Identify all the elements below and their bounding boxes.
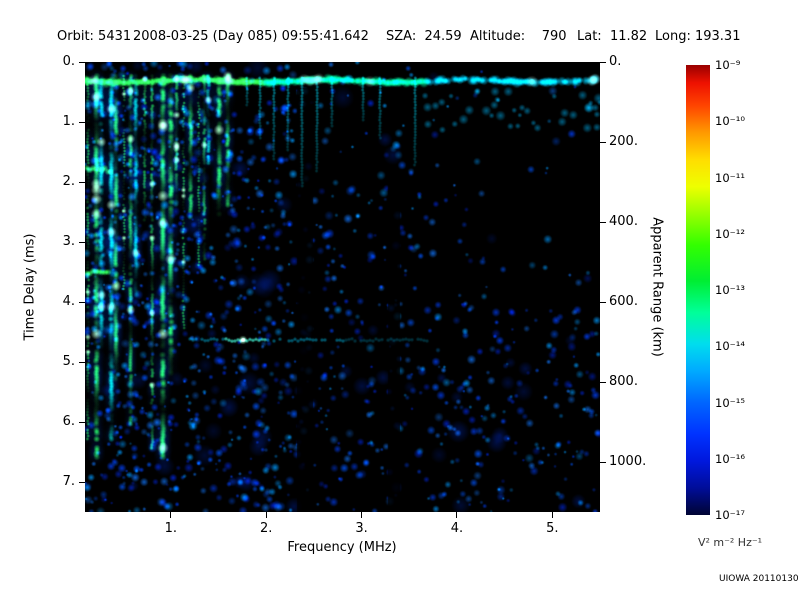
y-tick-label: 2.	[62, 174, 75, 189]
altitude-label: Altitude: 790	[470, 29, 567, 44]
y-tick	[79, 421, 85, 423]
y-tick	[79, 121, 85, 123]
colorbar-tick-label: 10⁻¹¹	[715, 170, 745, 185]
colorbar-tick-label: 10⁻¹⁵	[715, 395, 745, 410]
right-tick-label: 200.	[609, 134, 638, 149]
y-tick-label: 5.	[62, 354, 75, 369]
x-tick-label: 4.	[450, 521, 464, 536]
y-axis-title: Time Delay (ms)	[22, 233, 38, 341]
y-tick	[79, 361, 85, 363]
right-tick	[600, 221, 606, 223]
right-tick	[600, 61, 606, 63]
x-tick	[265, 512, 267, 518]
x-tick	[170, 512, 172, 518]
spectrogram-canvas	[85, 62, 600, 512]
colorbar-tick-label: 10⁻¹³	[715, 283, 745, 297]
x-tick	[361, 512, 363, 518]
colorbar-tick-label: 10⁻¹⁰	[715, 114, 745, 129]
sza-label: SZA: 24.59	[386, 29, 462, 44]
y-tick-label: 1.	[62, 114, 75, 129]
right-tick	[600, 461, 606, 463]
y-tick	[79, 181, 85, 183]
y-tick	[79, 241, 85, 243]
right-tick	[600, 301, 606, 303]
colorbar	[686, 65, 710, 515]
credit-label: UIOWA 20110130	[719, 574, 799, 584]
x-tick-label: 1.	[164, 521, 178, 536]
right-axis-title: Apparent Range (km)	[649, 217, 665, 357]
y-tick-label: 7.	[62, 474, 75, 489]
y-tick-label: 6.	[62, 414, 75, 429]
y-tick-label: 4.	[62, 294, 75, 309]
right-tick-label: 600.	[609, 294, 638, 309]
right-tick	[600, 141, 606, 143]
x-tick	[551, 512, 553, 518]
y-tick-label: 3.	[62, 234, 75, 249]
right-tick-label: 800.	[609, 374, 638, 389]
colorbar-tick-label: 10⁻¹⁷	[715, 508, 745, 522]
right-tick-label: 0.	[609, 54, 622, 69]
colorbar-units-label: V² m⁻² Hz⁻¹	[697, 536, 763, 549]
x-axis-title: Frequency (MHz)	[287, 540, 397, 555]
y-tick-label: 0.	[62, 54, 75, 69]
x-tick-label: 3.	[355, 521, 368, 536]
colorbar-tick-label: 10⁻¹⁴	[715, 339, 745, 354]
colorbar-tick-label: 10⁻¹²	[715, 226, 745, 241]
colorbar-tick-label: 10⁻¹⁶	[715, 451, 745, 466]
x-tick-label: 5.	[546, 521, 559, 536]
y-tick	[79, 301, 85, 303]
orbit-label: Orbit: 5431	[57, 29, 132, 44]
right-tick-label: 1000.	[609, 454, 647, 469]
datetime-label: 2008-03-25 (Day 085) 09:55:41.642	[133, 29, 369, 44]
x-tick	[456, 512, 458, 518]
lat-label: Lat: 11.82	[577, 29, 648, 44]
long-label: Long: 193.31	[655, 29, 741, 44]
right-tick	[600, 381, 606, 383]
y-tick	[79, 481, 85, 483]
colorbar-tick-label: 10⁻⁹	[715, 58, 741, 72]
y-tick	[79, 61, 85, 63]
right-tick-label: 400.	[609, 214, 638, 229]
x-tick-label: 2.	[260, 521, 273, 536]
